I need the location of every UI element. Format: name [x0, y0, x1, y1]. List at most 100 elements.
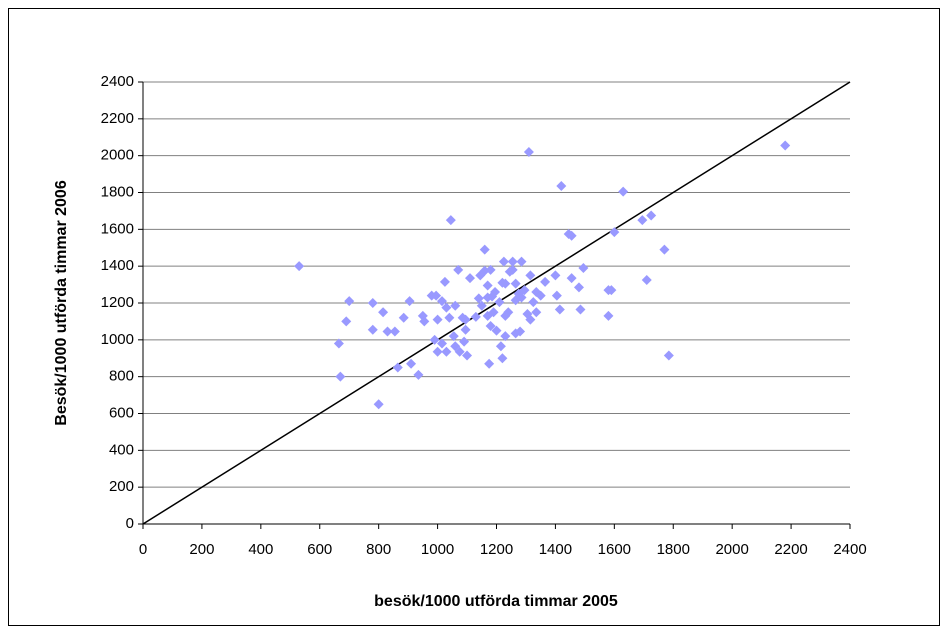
data-point	[378, 307, 389, 318]
data-point	[333, 338, 344, 349]
data-point	[637, 215, 648, 226]
y-axis-title: Besök/1000 utförda timmar 2006	[53, 180, 70, 426]
data-point	[540, 276, 551, 287]
data-point	[551, 290, 562, 301]
data-point	[341, 316, 352, 327]
data-point	[603, 310, 614, 321]
data-point	[606, 285, 617, 296]
data-point	[464, 273, 475, 284]
x-tick-label: 400	[248, 541, 273, 558]
data-point	[525, 270, 536, 281]
data-point	[441, 346, 452, 357]
data-point	[448, 331, 459, 342]
data-point	[566, 230, 577, 241]
x-tick-label: 2400	[833, 541, 866, 558]
data-point	[488, 307, 499, 318]
y-tick-label: 1800	[101, 183, 134, 200]
data-point	[523, 146, 534, 157]
data-point	[780, 140, 791, 151]
data-point	[507, 256, 518, 267]
data-point	[439, 276, 450, 287]
data-point	[490, 286, 501, 297]
data-point	[460, 324, 471, 335]
data-point	[432, 314, 443, 325]
data-point	[392, 362, 403, 373]
data-point	[500, 278, 511, 289]
x-tick-label: 600	[307, 541, 332, 558]
data-point	[485, 264, 496, 275]
data-point	[507, 264, 518, 275]
data-point	[495, 341, 506, 352]
data-point	[485, 321, 496, 332]
data-point	[437, 338, 448, 349]
data-point	[500, 331, 511, 342]
data-point	[498, 256, 509, 267]
x-tick-label: 1600	[598, 541, 631, 558]
data-point	[578, 263, 589, 274]
y-tick-label: 1400	[101, 257, 134, 274]
data-point	[373, 399, 384, 410]
data-point	[484, 358, 495, 369]
data-point	[382, 326, 393, 337]
data-point	[609, 227, 620, 238]
data-point	[531, 307, 542, 318]
data-point	[503, 307, 514, 318]
data-point	[535, 290, 546, 301]
x-tick-label: 0	[139, 541, 147, 558]
data-point	[618, 186, 629, 197]
y-tick-label: 600	[109, 404, 134, 421]
data-point	[367, 298, 378, 308]
data-point	[462, 350, 473, 361]
x-tick-label: 1800	[657, 541, 690, 558]
data-point	[525, 314, 536, 325]
data-point	[335, 371, 346, 382]
y-tick-label: 2200	[101, 110, 134, 127]
data-point	[641, 274, 652, 285]
data-point	[510, 278, 521, 289]
y-tick-label: 1600	[101, 220, 134, 237]
data-point	[413, 369, 424, 380]
data-point	[429, 334, 440, 345]
data-point	[344, 296, 355, 307]
data-point	[575, 304, 586, 315]
x-tick-label: 200	[189, 541, 214, 558]
data-point	[470, 311, 481, 322]
data-point	[294, 261, 305, 272]
data-point	[419, 316, 430, 327]
data-point	[519, 285, 530, 296]
y-tick-label: 800	[109, 368, 134, 385]
data-point	[556, 181, 567, 192]
data-point	[491, 325, 502, 336]
data-point	[482, 280, 493, 291]
data-point	[450, 300, 461, 311]
x-tick-label: 1200	[480, 541, 513, 558]
x-tick-label: 2000	[715, 541, 748, 558]
data-point	[476, 300, 487, 311]
data-point	[663, 350, 674, 361]
data-point	[389, 326, 400, 337]
data-point	[659, 244, 670, 255]
x-tick-label: 1000	[421, 541, 454, 558]
data-point	[367, 324, 378, 335]
data-point	[516, 256, 527, 267]
y-tick-label: 2000	[101, 147, 134, 164]
data-point	[528, 297, 539, 308]
data-point	[473, 293, 484, 304]
data-point	[566, 273, 577, 284]
data-point	[573, 282, 584, 293]
y-tick-label: 400	[109, 441, 134, 458]
data-point	[431, 290, 442, 301]
data-point	[404, 296, 415, 307]
data-point	[460, 314, 471, 325]
data-point	[494, 297, 505, 308]
data-point	[497, 353, 508, 364]
y-tick-label: 1200	[101, 294, 134, 311]
data-point	[437, 296, 448, 307]
x-tick-label: 800	[366, 541, 391, 558]
y-tick-label: 0	[126, 515, 134, 532]
data-point	[554, 304, 565, 315]
y-tick-label: 1000	[101, 331, 134, 348]
y-tick-label: 200	[109, 478, 134, 495]
data-point	[550, 270, 561, 281]
